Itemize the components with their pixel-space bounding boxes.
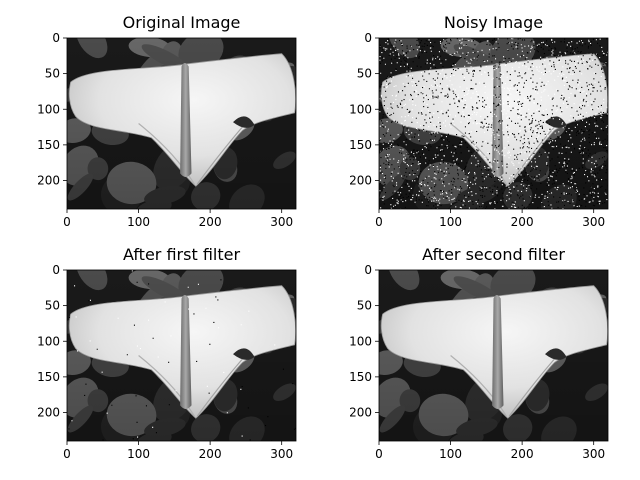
image-content [67, 270, 296, 441]
y-tick-label: 150 [349, 370, 372, 384]
axes-frame [378, 37, 609, 210]
x-tick-label: 0 [63, 215, 71, 229]
image-content [379, 38, 608, 209]
y-tick-label: 50 [45, 67, 60, 81]
x-tick-label: 200 [199, 447, 222, 461]
x-tick-label: 300 [582, 215, 605, 229]
image-content [379, 270, 608, 441]
y-tick-label: 50 [357, 299, 372, 313]
x-tick-label: 100 [439, 447, 462, 461]
axes-frame [66, 37, 297, 210]
y-tick-label: 0 [364, 31, 372, 45]
y-tick-label: 150 [349, 138, 372, 152]
y-tick-label: 100 [37, 102, 60, 116]
y-tick-label: 150 [37, 138, 60, 152]
x-tick-label: 0 [375, 447, 383, 461]
y-tick-label: 100 [37, 334, 60, 348]
y-tick-label: 200 [349, 174, 372, 188]
y-tick-label: 200 [37, 174, 60, 188]
subplot-panel: Noisy Image 0 100 200 300 0 50 100 150 200 [349, 13, 609, 229]
axes-frame [66, 269, 297, 442]
y-tick-label: 150 [37, 370, 60, 384]
y-tick-label: 0 [52, 263, 60, 277]
y-tick-label: 100 [349, 102, 372, 116]
subplot-panel: Original Image 0 100 200 300 0 50 100 150 200 [37, 13, 297, 229]
x-tick-label: 100 [439, 215, 462, 229]
x-tick-label: 300 [270, 447, 293, 461]
x-tick-label: 100 [127, 215, 150, 229]
x-tick-label: 100 [127, 447, 150, 461]
subplot-panel: After first filter 0 100 200 300 0 50 100 150 200 [37, 245, 297, 461]
image-content [67, 38, 296, 209]
x-tick-label: 200 [511, 215, 534, 229]
y-tick-label: 200 [349, 406, 372, 420]
y-tick-label: 0 [52, 31, 60, 45]
y-tick-label: 50 [357, 67, 372, 81]
subplot-title: Original Image [123, 13, 241, 32]
subplot-title: After first filter [123, 245, 241, 264]
y-tick-label: 200 [37, 406, 60, 420]
y-tick-label: 100 [349, 334, 372, 348]
subplot-panel: After second filter 0 100 200 300 0 50 100 150 20… [349, 245, 609, 461]
x-tick-label: 300 [270, 215, 293, 229]
x-tick-label: 200 [511, 447, 534, 461]
subplot-title: Noisy Image [444, 13, 543, 32]
y-tick-label: 0 [364, 263, 372, 277]
axes-frame [378, 269, 609, 442]
x-tick-label: 0 [375, 215, 383, 229]
x-tick-label: 300 [582, 447, 605, 461]
y-tick-label: 50 [45, 299, 60, 313]
x-tick-label: 0 [63, 447, 71, 461]
subplot-title: After second filter [422, 245, 565, 264]
x-tick-label: 200 [199, 215, 222, 229]
